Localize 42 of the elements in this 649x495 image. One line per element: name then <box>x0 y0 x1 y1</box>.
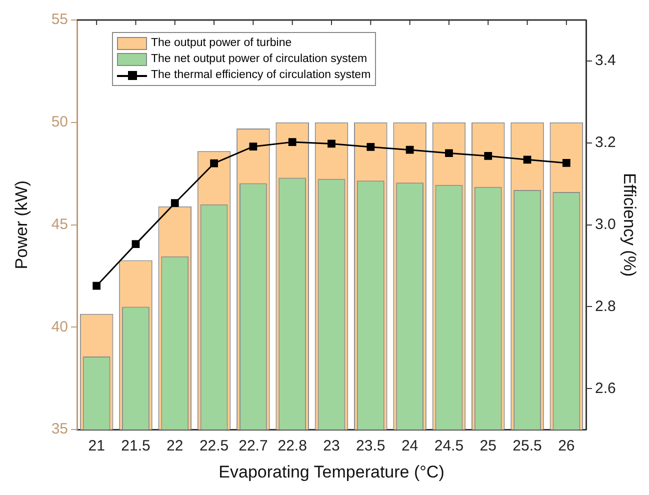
y2-tick-label: 2.8 <box>595 298 616 315</box>
y2-tick-label: 2.6 <box>595 380 616 397</box>
y-tick-label: 55 <box>51 11 68 28</box>
x-tick-label: 23.5 <box>356 438 386 455</box>
x-tick-label: 24 <box>401 438 418 455</box>
point <box>366 143 375 151</box>
x-axis-title: Evaporating Temperature (°C) <box>218 462 444 482</box>
x-tick-label: 22 <box>166 438 184 455</box>
y-tick-label: 40 <box>51 318 68 336</box>
x-tick-label: 22.8 <box>278 438 307 455</box>
x-tick-label: 25.5 <box>512 438 542 455</box>
point <box>484 152 492 160</box>
point <box>249 142 258 150</box>
x-tick-label: 21 <box>88 438 105 455</box>
point <box>210 159 218 168</box>
point <box>92 282 101 290</box>
point <box>132 240 140 248</box>
point <box>445 149 453 158</box>
y-tick-label: 35 <box>51 420 68 438</box>
x-tick-label: 21.5 <box>121 438 150 455</box>
legend-label: The thermal efficiency of circulation system <box>151 68 371 83</box>
y2-tick-label: 3.4 <box>595 52 616 70</box>
y2-tick-label: 3.2 <box>595 134 616 152</box>
legend-label: The output power of turbine <box>151 36 292 51</box>
x-tick-label: 22.7 <box>238 438 268 455</box>
point <box>328 140 336 148</box>
y-axis-title: Power (kW) <box>12 180 31 270</box>
point <box>288 138 296 146</box>
x-tick-label: 26 <box>558 438 575 455</box>
point <box>406 146 414 154</box>
y-tick-label: 45 <box>51 216 68 233</box>
point <box>562 159 570 167</box>
point <box>170 199 179 208</box>
x-tick-label: 25 <box>480 438 496 455</box>
y2-axis-title: Efficiency (%) <box>620 172 640 277</box>
x-tick-label: 24.5 <box>434 438 464 455</box>
y-tick-label: 50 <box>51 114 68 131</box>
legend-label: The net output power of circulation system <box>151 52 368 67</box>
point <box>523 156 532 164</box>
x-tick-label: 23 <box>323 438 340 455</box>
x-tick-label: 22.5 <box>199 438 229 455</box>
y2-tick-label: 3.0 <box>595 216 616 233</box>
